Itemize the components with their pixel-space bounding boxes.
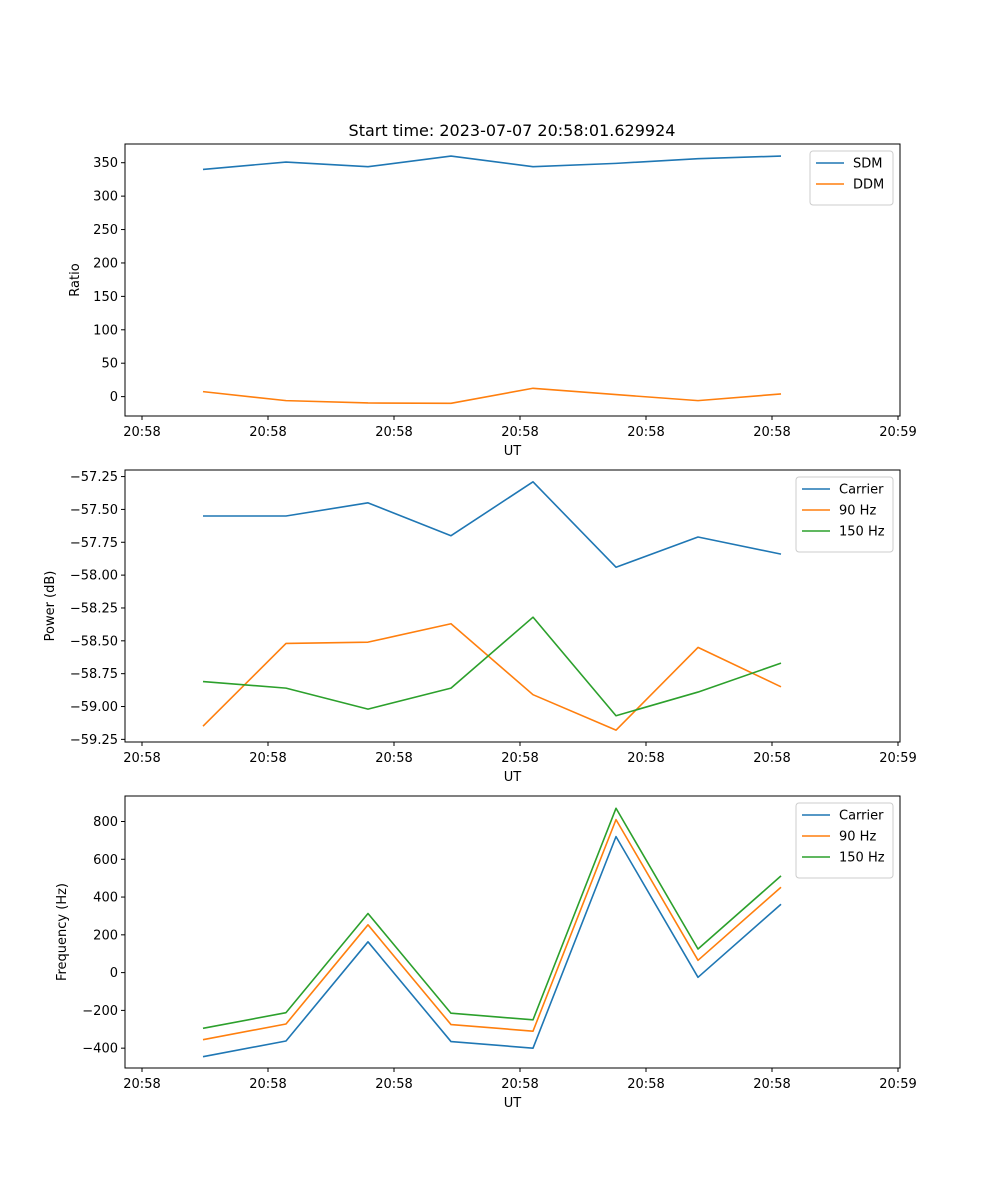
x-tick-label: 20:58: [123, 751, 160, 766]
chart-3: 20:58 20:58 20:58 20:58 20:58 20:58 20:59 −400 −…: [55, 795, 917, 1111]
y-tick-label: 300: [93, 190, 118, 205]
x-tick-label: 20:58: [627, 1077, 664, 1092]
x-tick-label: 20:58: [753, 1077, 790, 1092]
x-tick-label: 20:58: [753, 751, 790, 766]
legend-box: [795, 802, 894, 879]
y-axis-label: Power (dB): [43, 571, 58, 642]
y-tick-label: −58.25: [70, 601, 118, 616]
y-tick-label: −58.75: [70, 667, 118, 682]
y-tick-label: −59.00: [70, 700, 118, 715]
x-tick-label: 20:58: [501, 425, 538, 440]
plot-frame: [124, 795, 901, 1069]
y-tick-label: 800: [93, 815, 118, 830]
y-tick-label: −200: [82, 1004, 118, 1019]
y-tick-label: 600: [93, 853, 118, 868]
y-tick-label: −57.75: [70, 536, 118, 551]
y-tick-label: −59.25: [70, 733, 118, 748]
x-tick-label: 20:58: [123, 425, 160, 440]
legend-label: Carrier: [839, 483, 884, 498]
y-tick-label: 0: [110, 966, 118, 981]
x-tick-label: 20:58: [375, 1077, 412, 1092]
x-tick-label: 20:58: [123, 1077, 160, 1092]
y-tick-label: −58.50: [70, 634, 118, 649]
legend-label: 150 Hz: [839, 525, 885, 540]
plot-frame: [124, 143, 901, 417]
x-tick-label: 20:58: [753, 425, 790, 440]
x-axis-label: UT: [504, 444, 522, 459]
y-tick-label: 150: [93, 290, 118, 305]
y-tick-label: 0: [110, 390, 118, 405]
legend-label: DDM: [853, 178, 884, 193]
x-tick-label: 20:58: [627, 751, 664, 766]
y-tick-label: −57.50: [70, 503, 118, 518]
x-tick-label: 20:58: [627, 425, 664, 440]
chart-1: 20:58 20:58 20:58 20:58 20:58 20:58 20:59 0 50 10…: [68, 143, 917, 459]
y-axis-label: Frequency (Hz): [55, 883, 70, 981]
y-tick-label: 400: [93, 891, 118, 906]
y-tick-label: 50: [101, 357, 118, 372]
charts: 20:58 20:58 20:58 20:58 20:58 20:58 20:59 0 50 10…: [43, 143, 917, 1111]
y-tick-label: 350: [93, 156, 118, 171]
legend-label: 90 Hz: [839, 504, 876, 519]
x-tick-label: 20:59: [879, 425, 916, 440]
series-line-90-hz: [202, 818, 782, 1041]
legend-label: Carrier: [839, 809, 884, 824]
x-tick-label: 20:58: [249, 751, 286, 766]
y-axis-label: Ratio: [68, 263, 83, 296]
series-line-150-hz: [202, 616, 782, 717]
series-line-90-hz: [202, 622, 782, 731]
figure-title: Start time: 2023-07-07 20:58:01.629924: [349, 121, 676, 140]
x-tick-label: 20:58: [375, 425, 412, 440]
legend-box: [795, 476, 894, 553]
series-line-carrier: [203, 481, 782, 569]
legend-box: [809, 150, 894, 206]
y-tick-label: 200: [93, 256, 118, 271]
x-tick-label: 20:58: [249, 425, 286, 440]
y-tick-label: −57.25: [70, 470, 118, 485]
legend-label: SDM: [853, 157, 882, 172]
legend-label: 150 Hz: [839, 851, 885, 866]
y-tick-label: −400: [82, 1042, 118, 1057]
x-axis-label: UT: [504, 770, 522, 785]
y-tick-label: −58.00: [70, 569, 118, 584]
x-axis-label: UT: [504, 1096, 522, 1111]
series-line-ddm: [202, 387, 782, 405]
chart-2: 20:58 20:58 20:58 20:58 20:58 20:58 20:59 −57.2…: [43, 469, 917, 785]
x-tick-label: 20:59: [879, 751, 916, 766]
x-tick-label: 20:58: [501, 751, 538, 766]
legend: Carrier 90 Hz 150 Hz: [795, 802, 894, 879]
x-tick-label: 20:58: [249, 1077, 286, 1092]
y-tick-label: 250: [93, 223, 118, 238]
series-line-carrier: [202, 835, 782, 1058]
x-tick-label: 20:58: [501, 1077, 538, 1092]
y-tick-label: 200: [93, 928, 118, 943]
legend: Carrier 90 Hz 150 Hz: [795, 476, 894, 553]
x-tick-label: 20:59: [879, 1077, 916, 1092]
series-line-150-hz: [202, 807, 782, 1030]
legend: SDM DDM: [809, 150, 894, 206]
plot-frame: [124, 469, 901, 743]
series-line-sdm: [202, 155, 782, 171]
y-tick-label: 100: [93, 323, 118, 338]
legend-label: 90 Hz: [839, 830, 876, 845]
x-tick-label: 20:58: [375, 751, 412, 766]
